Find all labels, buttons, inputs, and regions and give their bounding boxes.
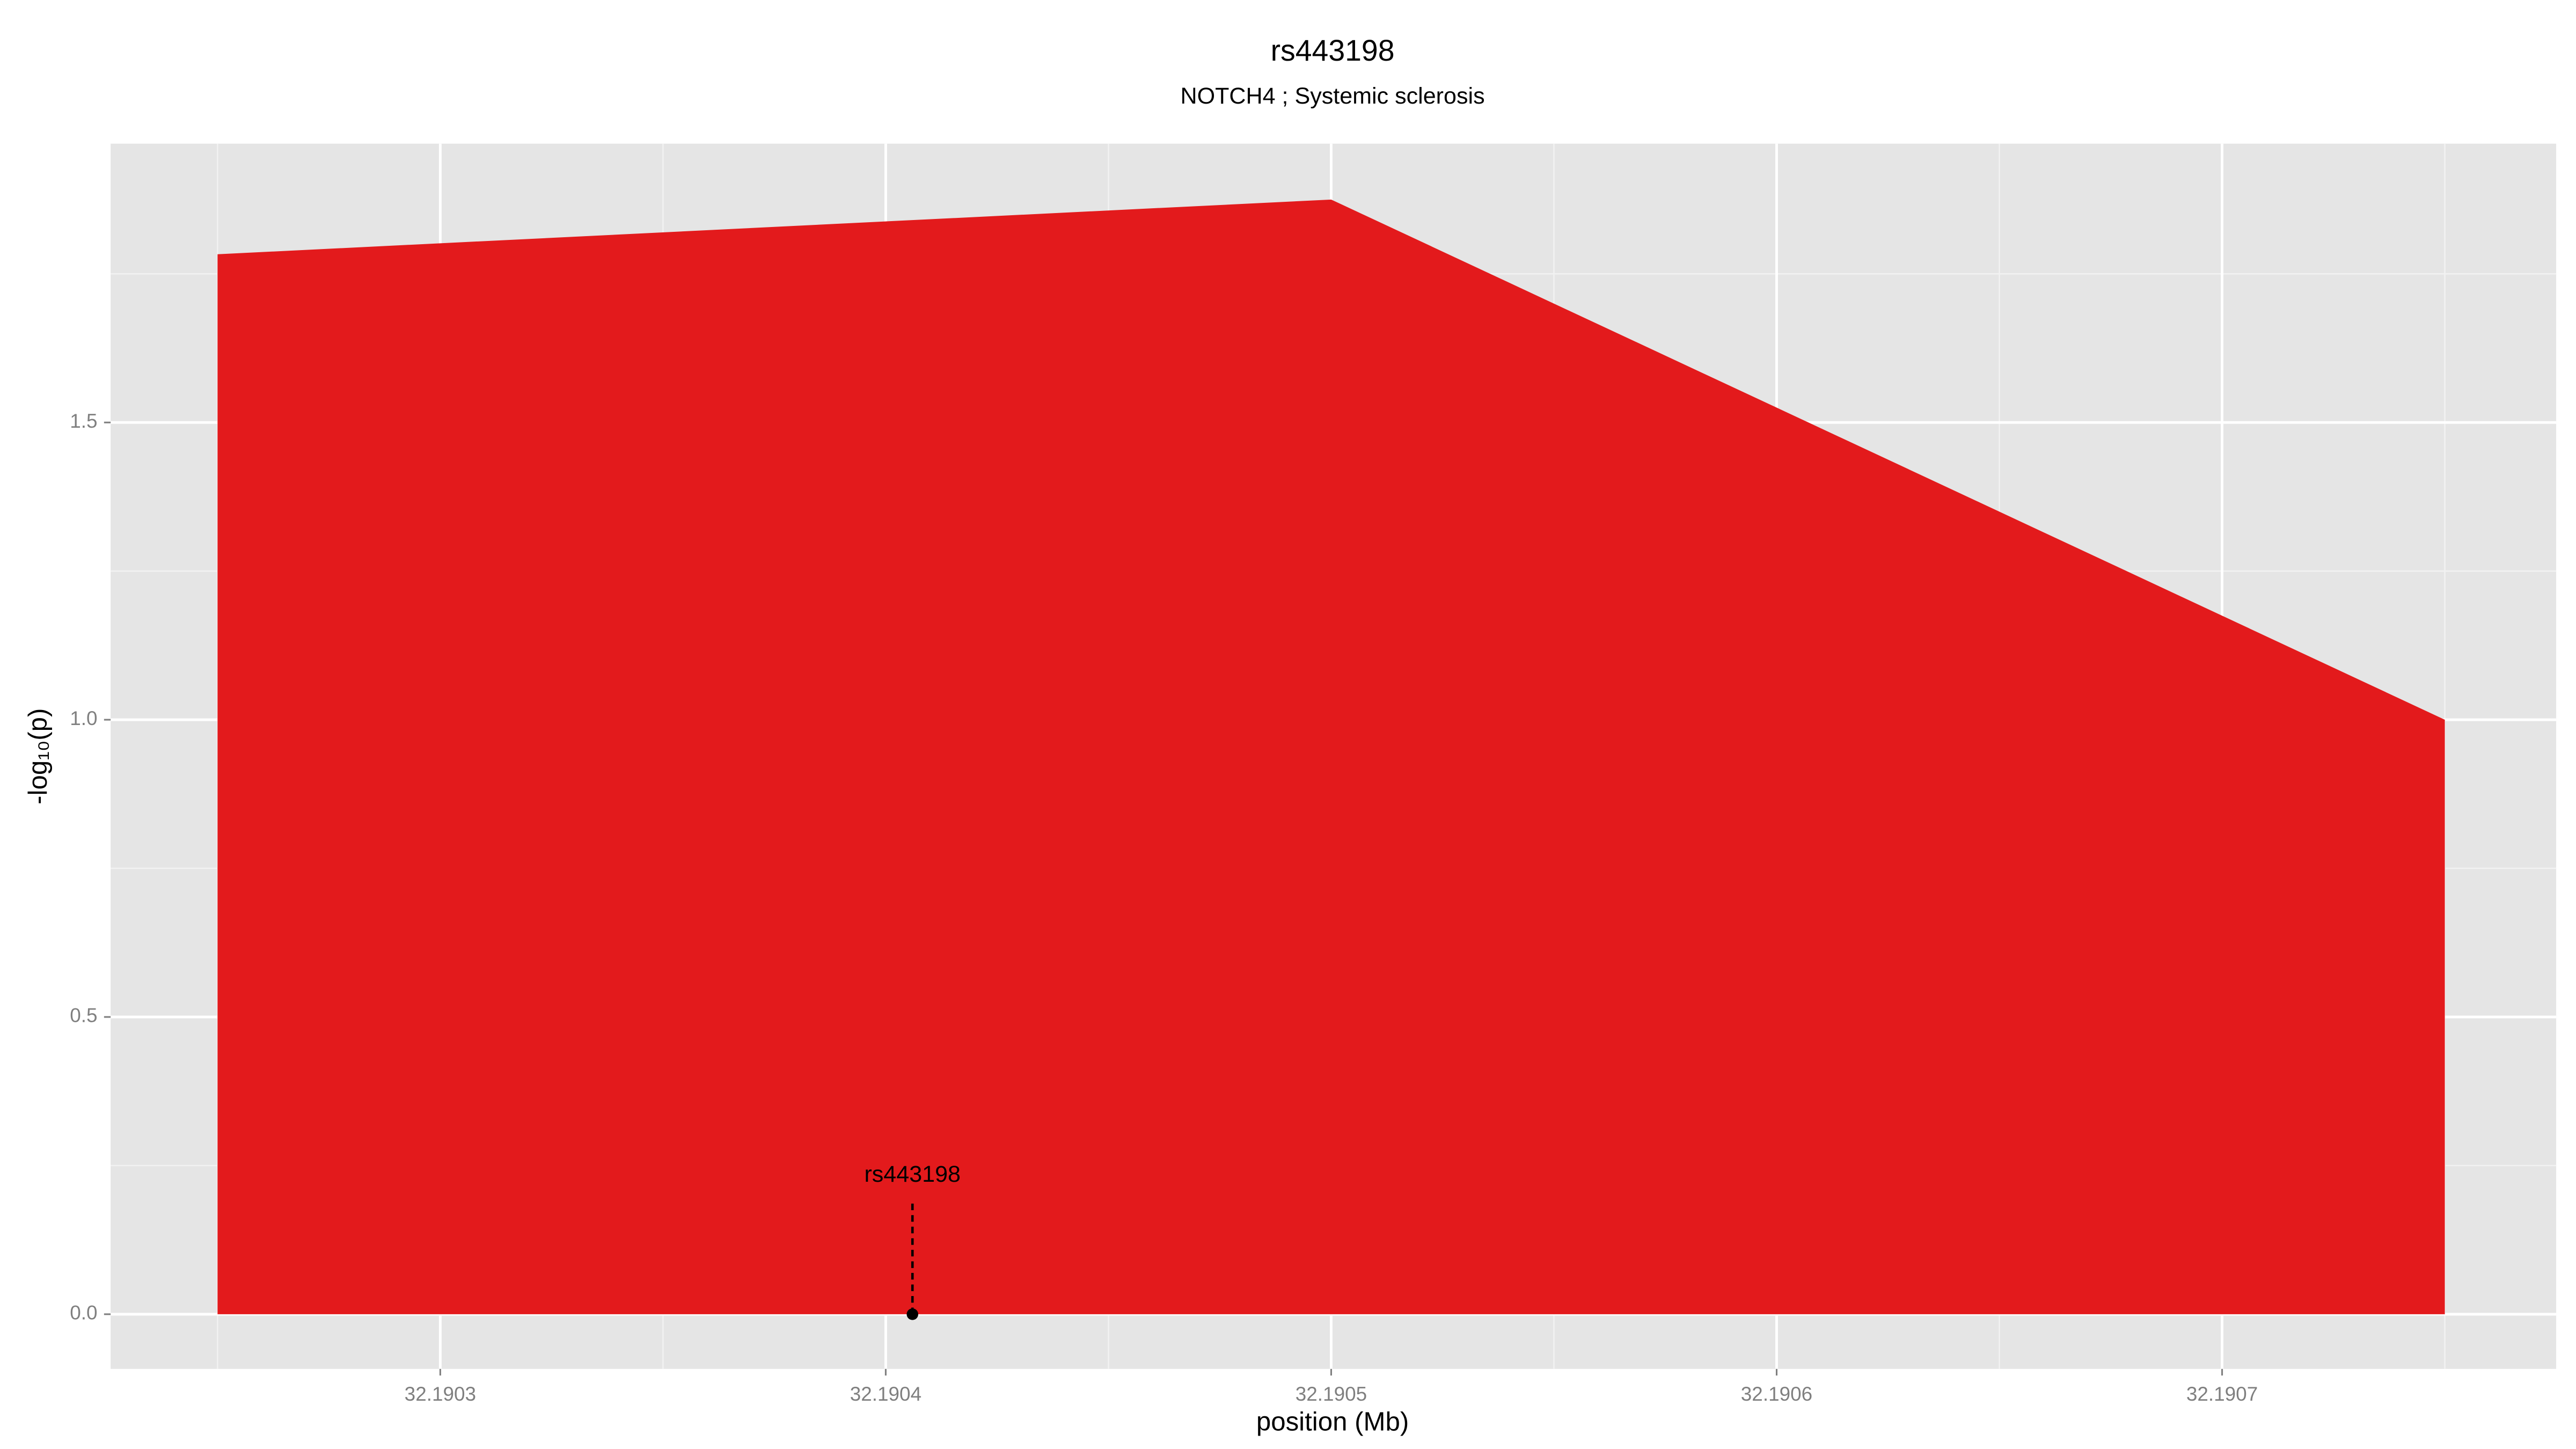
y-tick-label: 0.5 — [70, 1005, 97, 1027]
y-tick-label: 0.0 — [70, 1302, 97, 1324]
annotation-label: rs443198 — [864, 1161, 961, 1187]
x-tick-label: 32.1905 — [1296, 1383, 1367, 1405]
y-tick-label: 1.0 — [70, 707, 97, 729]
annotation-point — [906, 1308, 918, 1320]
x-tick-label: 32.1907 — [2186, 1383, 2258, 1405]
x-tick-label: 32.1903 — [405, 1383, 476, 1405]
x-tick-label: 32.1906 — [1741, 1383, 1812, 1405]
chart-subtitle: NOTCH4 ; Systemic sclerosis — [1181, 83, 1485, 109]
x-axis-title: position (Mb) — [1256, 1407, 1409, 1436]
chart-title: rs443198 — [1271, 34, 1395, 67]
y-axis-title: -log₁₀(p) — [23, 708, 53, 804]
y-tick-label: 1.5 — [70, 410, 97, 432]
area — [217, 199, 2445, 1314]
x-tick-label: 32.1904 — [850, 1383, 921, 1405]
